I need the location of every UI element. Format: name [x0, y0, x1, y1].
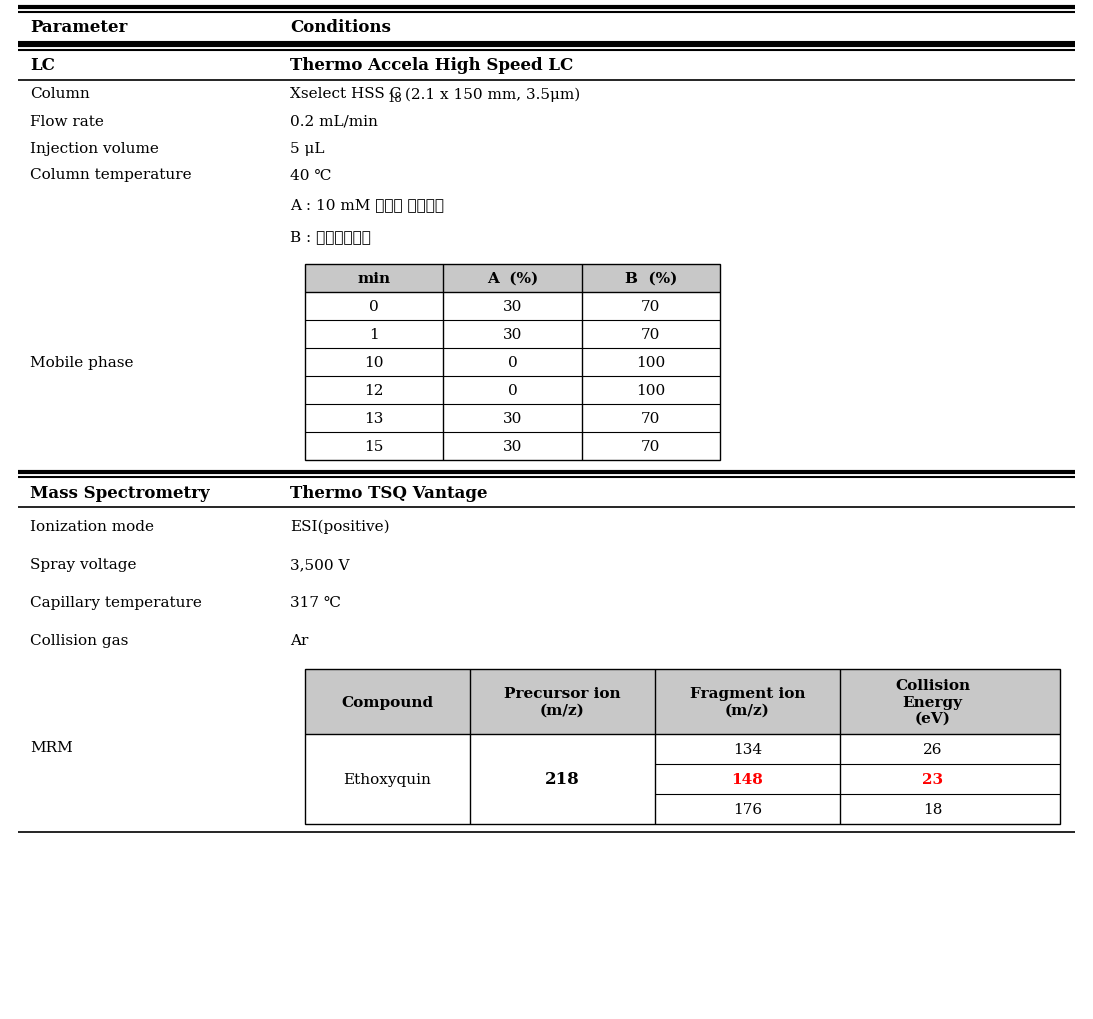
Text: 70: 70 — [642, 328, 660, 341]
Text: 218: 218 — [545, 770, 580, 788]
Text: Collision
Energy
(eV): Collision Energy (eV) — [895, 679, 971, 725]
Text: A : 10 mM 암모늄 포메이트: A : 10 mM 암모늄 포메이트 — [290, 198, 444, 212]
Text: 15: 15 — [364, 439, 384, 453]
Text: Flow rate: Flow rate — [30, 114, 104, 128]
Text: Mobile phase: Mobile phase — [30, 356, 133, 370]
Text: Ionization mode: Ionization mode — [30, 520, 154, 534]
Text: 70: 70 — [642, 412, 660, 426]
Text: 70: 70 — [642, 439, 660, 453]
Text: 148: 148 — [731, 772, 763, 787]
Text: Ethoxyquin: Ethoxyquin — [343, 772, 432, 787]
Text: Xselect HSS C: Xselect HSS C — [290, 88, 401, 102]
Text: 1: 1 — [369, 328, 379, 341]
Text: 13: 13 — [364, 412, 384, 426]
Text: 30: 30 — [503, 328, 522, 341]
Text: Ar: Ar — [290, 634, 308, 647]
Text: Column: Column — [30, 88, 90, 102]
Text: 3,500 V: 3,500 V — [290, 557, 350, 572]
Text: 0: 0 — [369, 300, 379, 314]
Text: Compound: Compound — [341, 695, 434, 709]
Bar — [305, 669, 1060, 735]
Text: Parameter: Parameter — [30, 19, 128, 37]
Text: 30: 30 — [503, 412, 522, 426]
Text: 317 ℃: 317 ℃ — [290, 595, 341, 609]
Text: Fragment ion
(m/z): Fragment ion (m/z) — [690, 687, 806, 717]
Text: 5 μL: 5 μL — [290, 142, 325, 155]
Text: min: min — [357, 272, 390, 285]
Text: ESI(positive): ESI(positive) — [290, 520, 389, 534]
Text: 0: 0 — [507, 356, 517, 370]
Text: 40 ℃: 40 ℃ — [290, 168, 331, 182]
Text: 0.2 mL/min: 0.2 mL/min — [290, 114, 378, 128]
Bar — [305, 265, 720, 292]
Text: A  (%): A (%) — [486, 272, 538, 285]
Text: 18: 18 — [388, 92, 402, 104]
Text: 18: 18 — [922, 802, 942, 816]
Text: (2.1 x 150 mm, 3.5μm): (2.1 x 150 mm, 3.5μm) — [400, 88, 580, 102]
Text: 12: 12 — [364, 383, 384, 397]
Text: Collision gas: Collision gas — [30, 634, 128, 647]
Text: Injection volume: Injection volume — [30, 142, 158, 155]
Text: 26: 26 — [922, 742, 942, 756]
Text: B  (%): B (%) — [624, 272, 677, 285]
Text: 23: 23 — [921, 772, 943, 787]
Text: Capillary temperature: Capillary temperature — [30, 595, 202, 609]
Text: B : 아세토니트릴: B : 아세토니트릴 — [290, 229, 371, 244]
Text: 100: 100 — [636, 356, 666, 370]
Text: Column temperature: Column temperature — [30, 168, 191, 182]
Text: 0: 0 — [507, 383, 517, 397]
Text: Thermo TSQ Vantage: Thermo TSQ Vantage — [290, 484, 487, 501]
Text: Precursor ion
(m/z): Precursor ion (m/z) — [504, 687, 621, 717]
Text: 176: 176 — [733, 802, 762, 816]
Text: 100: 100 — [636, 383, 666, 397]
Bar — [305, 265, 720, 461]
Text: 30: 30 — [503, 439, 522, 453]
Text: MRM: MRM — [30, 740, 73, 754]
Text: Mass Spectrometry: Mass Spectrometry — [30, 484, 210, 501]
Text: Conditions: Conditions — [290, 19, 391, 37]
Text: LC: LC — [30, 57, 55, 74]
Text: 10: 10 — [364, 356, 384, 370]
Text: 30: 30 — [503, 300, 522, 314]
Text: Spray voltage: Spray voltage — [30, 557, 137, 572]
Bar — [305, 669, 1060, 824]
Text: 70: 70 — [642, 300, 660, 314]
Text: 134: 134 — [733, 742, 762, 756]
Text: Thermo Accela High Speed LC: Thermo Accela High Speed LC — [290, 57, 573, 74]
